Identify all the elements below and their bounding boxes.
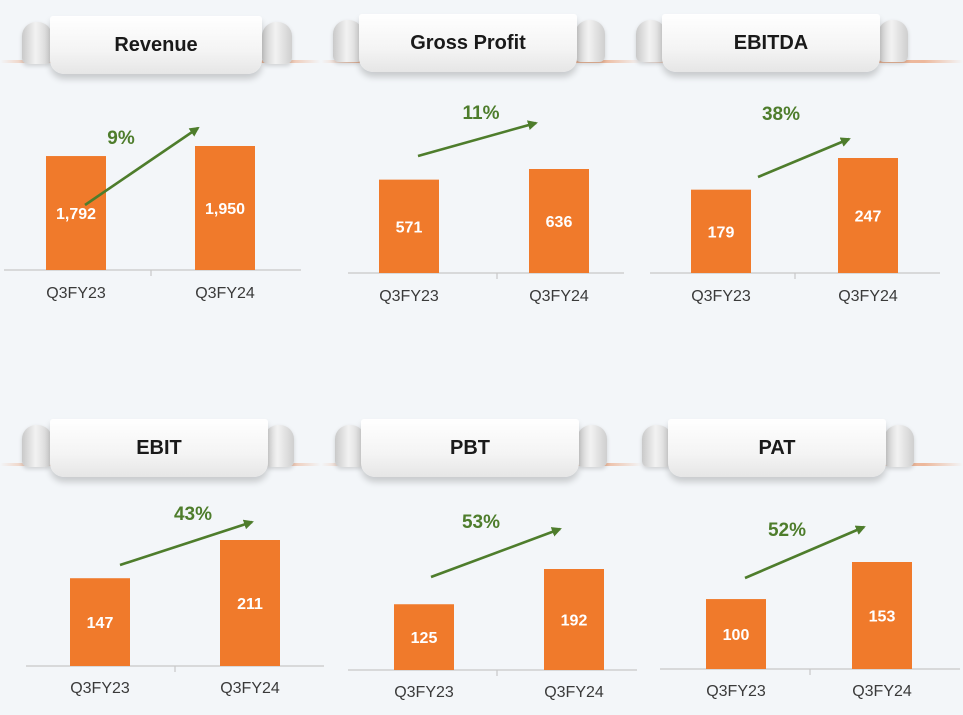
x-tick-label: Q3FY24 bbox=[529, 288, 589, 305]
chart-title: PBT bbox=[361, 419, 579, 477]
bar bbox=[691, 189, 751, 273]
growth-percent-label: 53% bbox=[462, 512, 500, 533]
x-tick-label: Q3FY23 bbox=[70, 680, 130, 697]
growth-arrow bbox=[84, 126, 200, 207]
chart-title: Gross Profit bbox=[359, 14, 577, 72]
bar bbox=[544, 569, 604, 670]
x-tick-label: Q3FY24 bbox=[220, 680, 280, 697]
scroll-end-right bbox=[264, 425, 294, 467]
growth-arrow bbox=[119, 519, 254, 567]
scroll-end-left bbox=[333, 20, 363, 62]
scroll-end-right bbox=[262, 22, 292, 64]
chart-title: Revenue bbox=[50, 16, 262, 74]
scroll-end-right bbox=[884, 425, 914, 467]
chart-panel-ebitda: EBITDA bbox=[636, 0, 963, 350]
scroll-end-left bbox=[335, 425, 365, 467]
x-tick-label: Q3FY23 bbox=[691, 288, 751, 305]
chart-title: EBIT bbox=[50, 419, 268, 477]
x-tick-label: Q3FY24 bbox=[838, 288, 898, 305]
bar bbox=[394, 604, 454, 670]
growth-arrow bbox=[417, 120, 538, 158]
bar-value-label: 179 bbox=[708, 224, 735, 241]
x-tick-label: Q3FY23 bbox=[706, 683, 766, 700]
bar bbox=[379, 179, 439, 273]
bar bbox=[838, 158, 898, 273]
chart-panel-ebit: EBIT bbox=[0, 403, 321, 715]
growth-percent-label: 38% bbox=[762, 104, 800, 125]
bar-value-label: 100 bbox=[723, 627, 750, 644]
bar bbox=[220, 540, 280, 666]
bar bbox=[852, 562, 912, 669]
bar bbox=[706, 599, 766, 669]
x-tick-label: Q3FY24 bbox=[544, 684, 604, 701]
bar bbox=[46, 156, 106, 270]
bar-value-label: 153 bbox=[869, 609, 896, 626]
scroll-end-left bbox=[22, 22, 52, 64]
scroll-end-left bbox=[636, 20, 666, 62]
scroll-end-right bbox=[878, 20, 908, 62]
bar-value-label: 147 bbox=[87, 615, 114, 632]
growth-percent-label: 9% bbox=[107, 128, 135, 149]
scroll-end-left bbox=[22, 425, 52, 467]
bar-value-label: 192 bbox=[561, 613, 588, 630]
bar bbox=[195, 146, 255, 270]
growth-arrow bbox=[430, 527, 562, 579]
growth-arrow bbox=[744, 525, 866, 580]
growth-percent-label: 52% bbox=[768, 520, 806, 541]
chart-panel-gross-profit: Gross Profit bbox=[321, 0, 642, 350]
bar-value-label: 1,950 bbox=[205, 201, 245, 218]
scroll-end-right bbox=[575, 20, 605, 62]
chart-title: PAT bbox=[668, 419, 886, 477]
bar-value-label: 211 bbox=[237, 596, 263, 613]
bar bbox=[70, 578, 130, 666]
bar-value-label: 571 bbox=[396, 219, 423, 236]
bar-value-label: 247 bbox=[855, 209, 882, 226]
x-tick-label: Q3FY24 bbox=[195, 285, 255, 302]
bar bbox=[529, 169, 589, 273]
chart-panel-pat: PAT bbox=[642, 403, 963, 715]
x-tick-label: Q3FY23 bbox=[379, 288, 439, 305]
bar-value-label: 125 bbox=[411, 630, 438, 647]
chart-panel-revenue: Revenue bbox=[0, 0, 321, 350]
growth-percent-label: 11% bbox=[463, 103, 500, 124]
x-tick-label: Q3FY23 bbox=[46, 285, 106, 302]
x-tick-label: Q3FY24 bbox=[852, 683, 912, 700]
growth-arrow bbox=[757, 137, 851, 179]
growth-percent-label: 43% bbox=[174, 504, 212, 525]
chart-title: EBITDA bbox=[662, 14, 880, 72]
scroll-end-left bbox=[642, 425, 672, 467]
chart-panel-pbt: PBT bbox=[321, 403, 642, 715]
bar-value-label: 636 bbox=[546, 214, 573, 231]
scroll-end-right bbox=[577, 425, 607, 467]
bar-value-label: 1,792 bbox=[56, 206, 96, 223]
x-tick-label: Q3FY23 bbox=[394, 684, 454, 701]
